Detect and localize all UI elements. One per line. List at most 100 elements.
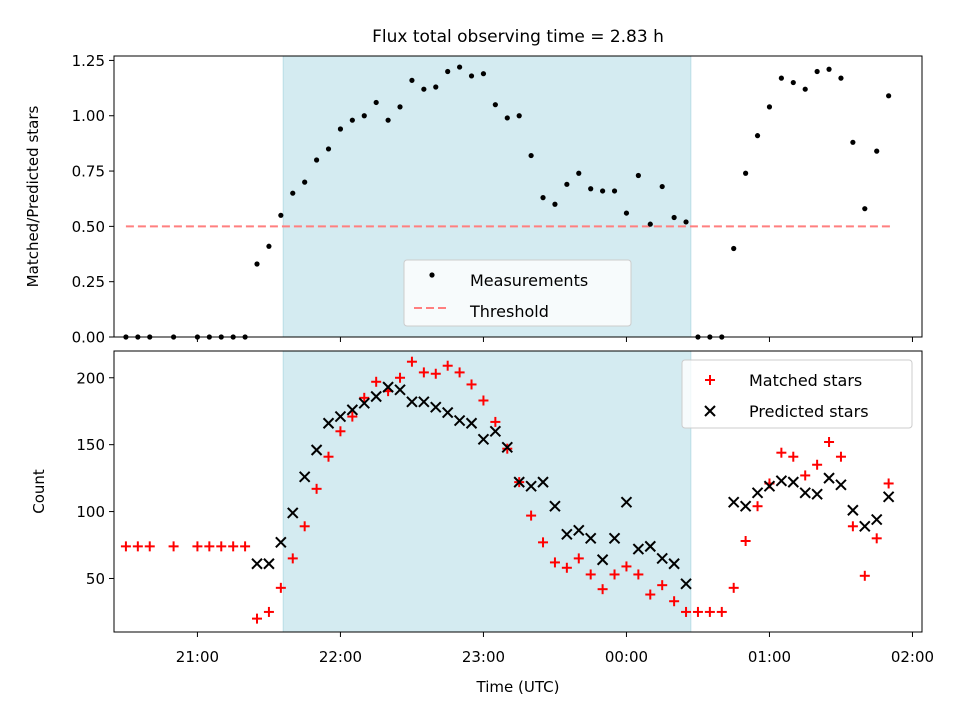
measurement-point xyxy=(445,68,451,75)
predicted-point xyxy=(871,513,883,526)
predicted-point xyxy=(263,558,275,570)
matched-point xyxy=(824,436,835,447)
bottom-y-axis-label: Count xyxy=(30,469,48,514)
predicted-point xyxy=(322,417,335,429)
measurement-point xyxy=(552,201,558,207)
matched-point xyxy=(657,580,668,591)
measurement-point xyxy=(457,64,463,70)
y-tick-label: 0.50 xyxy=(72,218,105,236)
matched-point xyxy=(669,596,680,607)
matched-point xyxy=(335,426,346,437)
predicted-point xyxy=(346,404,359,416)
matched-point xyxy=(359,392,370,403)
matched-point xyxy=(216,541,227,552)
measurement-point xyxy=(862,206,868,212)
predicted-point xyxy=(513,476,525,488)
matched-point xyxy=(418,367,429,378)
x-tick-label: 02:00 xyxy=(891,648,934,666)
measurement-point xyxy=(516,113,522,119)
matched-point xyxy=(812,459,823,470)
legend-box xyxy=(403,259,632,327)
predicted-point xyxy=(584,532,597,545)
predicted-point xyxy=(489,425,502,437)
predicted-point xyxy=(763,480,776,492)
predicted-point xyxy=(310,444,323,456)
matched-point xyxy=(681,606,692,617)
matched-point xyxy=(168,541,179,552)
measurement-point xyxy=(659,183,665,190)
predicted-point xyxy=(275,536,287,549)
x-tick-label: 21:00 xyxy=(176,648,219,666)
measurement-point xyxy=(433,84,439,90)
measurement-point xyxy=(838,75,844,81)
matched-point xyxy=(144,541,155,552)
matched-point xyxy=(490,416,501,427)
predicted-point xyxy=(859,520,871,532)
predicted-point xyxy=(251,558,263,570)
measurement-point xyxy=(754,133,761,139)
matched-point xyxy=(240,541,251,552)
measurement-point xyxy=(266,243,272,249)
y-tick-label: 0.00 xyxy=(72,329,105,347)
matched-point xyxy=(740,536,751,547)
measurement-point xyxy=(397,104,403,110)
measurement-point xyxy=(886,93,892,99)
predicted-point xyxy=(394,384,406,396)
predicted-point xyxy=(453,414,466,427)
matched-point xyxy=(323,451,334,462)
matched-point xyxy=(704,606,715,617)
matched-point xyxy=(371,376,382,387)
y-tick-label: 0.75 xyxy=(72,163,105,181)
legend-box xyxy=(681,359,913,429)
y-tick-label: 0.25 xyxy=(72,273,105,291)
measurement-point xyxy=(743,170,749,176)
matched-point xyxy=(585,569,596,580)
legend-predicted-marker xyxy=(704,405,716,417)
y-tick-label: 100 xyxy=(76,503,105,521)
measurement-point xyxy=(623,210,630,216)
matched-point xyxy=(275,582,286,593)
measurement-point xyxy=(278,212,284,218)
measurement-point xyxy=(826,66,832,72)
predicted-point xyxy=(430,401,442,413)
top-x-ticks xyxy=(196,337,913,342)
measurement-point xyxy=(611,188,618,194)
measurement-point xyxy=(385,117,391,123)
measurement-point xyxy=(492,102,498,108)
measurement-point xyxy=(647,221,653,227)
predicted-point xyxy=(644,540,656,553)
top-panel: 0.00 0.25 0.50 0.75 1.00 1.25 Matched/Predict… xyxy=(24,52,923,347)
measurement-point xyxy=(313,157,320,163)
predicted-point xyxy=(465,417,478,429)
matched-stars-series xyxy=(120,356,894,624)
measurement-point xyxy=(302,179,308,185)
measurement-point xyxy=(540,195,546,201)
measurement-point xyxy=(564,181,570,187)
predicted-point xyxy=(418,396,430,408)
matched-point xyxy=(692,606,703,617)
measurement-point xyxy=(802,86,808,92)
predicted-point xyxy=(441,406,454,419)
measurement-point xyxy=(421,86,427,92)
predicted-point xyxy=(656,552,668,565)
measurement-point xyxy=(254,261,260,267)
predicted-point xyxy=(370,390,382,403)
matched-point xyxy=(406,356,417,367)
matched-point xyxy=(788,451,799,462)
matched-point xyxy=(609,569,620,580)
predicted-point xyxy=(608,532,621,545)
predicted-point xyxy=(775,475,788,487)
legend-label: Predicted stars xyxy=(749,402,869,421)
y-tick-label: 1.25 xyxy=(72,52,105,70)
measurement-point xyxy=(814,68,820,75)
top-axes-frame xyxy=(113,55,923,338)
x-tick-label: 22:00 xyxy=(319,648,362,666)
matched-point xyxy=(442,360,453,371)
measurement-point xyxy=(528,152,534,159)
measurement-point xyxy=(790,79,796,86)
predicted-point xyxy=(406,396,418,408)
measurement-point xyxy=(349,117,355,123)
y-tick-label: 1.00 xyxy=(72,107,105,125)
x-tick-label: 01:00 xyxy=(748,648,791,666)
